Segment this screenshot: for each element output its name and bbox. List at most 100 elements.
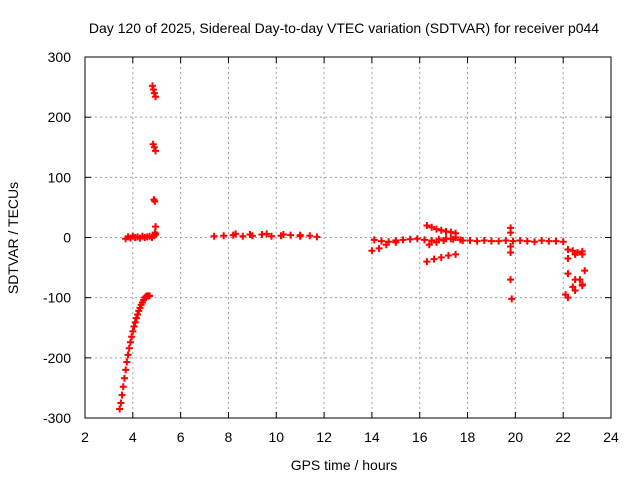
- data-point: [559, 238, 567, 246]
- data-point: [130, 323, 138, 331]
- data-point: [375, 244, 383, 252]
- data-point: [151, 197, 159, 205]
- data-point: [466, 237, 474, 245]
- data-point: [581, 267, 589, 275]
- data-point: [128, 333, 136, 341]
- data-point: [571, 276, 579, 284]
- data-point: [423, 258, 431, 266]
- data-point: [117, 399, 125, 407]
- data-point: [368, 247, 376, 255]
- y-tick-label: -300: [43, 410, 71, 426]
- data-point: [377, 237, 385, 245]
- data-point: [447, 235, 455, 243]
- data-point: [440, 237, 448, 245]
- y-axis-label: SDTVAR / TECUs: [5, 182, 21, 294]
- data-point: [120, 374, 128, 382]
- data-point: [116, 405, 124, 413]
- data-point: [480, 237, 488, 245]
- data-point: [152, 93, 160, 101]
- data-point: [530, 238, 538, 246]
- data-point: [562, 291, 570, 299]
- data-point: [263, 230, 271, 238]
- data-point: [432, 225, 440, 233]
- data-point: [459, 237, 467, 245]
- data-point: [246, 230, 254, 238]
- data-point: [507, 229, 515, 237]
- data-point: [425, 241, 433, 249]
- x-tick-label: 8: [225, 429, 233, 445]
- data-point: [444, 252, 452, 260]
- data-point: [124, 351, 132, 359]
- data-point: [118, 391, 126, 399]
- data-point: [126, 338, 134, 346]
- data-point: [538, 237, 546, 245]
- y-tick-label: 100: [48, 169, 72, 185]
- data-point: [502, 237, 510, 245]
- data-point: [296, 231, 304, 239]
- chart-title: Day 120 of 2025, Sidereal Day-to-day VTE…: [89, 20, 599, 36]
- data-point: [437, 253, 445, 261]
- data-point: [279, 230, 287, 238]
- data-points: [116, 82, 589, 413]
- data-point: [152, 223, 160, 231]
- data-point: [152, 147, 160, 155]
- data-point: [473, 237, 481, 245]
- data-point: [428, 237, 436, 245]
- data-point: [406, 235, 414, 243]
- data-point: [571, 250, 579, 258]
- x-tick-label: 4: [129, 429, 137, 445]
- data-point: [507, 276, 515, 284]
- data-point: [399, 236, 407, 244]
- data-point: [447, 228, 455, 236]
- data-point: [287, 231, 295, 239]
- data-point: [430, 255, 438, 263]
- data-point: [578, 247, 586, 255]
- data-point: [151, 229, 159, 237]
- data-point: [552, 237, 560, 245]
- y-tick-label: 0: [63, 230, 71, 246]
- x-tick-label: 6: [177, 429, 185, 445]
- x-tick-labels: 2 4 6 8 10 12 14 16 18 20 22 24: [81, 429, 619, 445]
- data-point: [437, 226, 445, 234]
- data-point: [569, 247, 577, 255]
- y-tick-label: 300: [48, 49, 72, 65]
- x-tick-label: 16: [412, 429, 428, 445]
- x-tick-label: 22: [555, 429, 571, 445]
- data-point: [150, 143, 158, 151]
- data-point: [392, 237, 400, 245]
- data-point: [432, 238, 440, 246]
- data-point: [232, 230, 240, 238]
- x-tick-label: 12: [316, 429, 332, 445]
- data-point: [210, 232, 218, 240]
- data-point: [313, 233, 321, 241]
- data-point: [146, 292, 154, 300]
- data-point: [421, 236, 429, 244]
- data-point: [125, 344, 133, 352]
- data-point: [452, 250, 460, 258]
- x-tick-label: 14: [364, 429, 380, 445]
- data-point: [452, 234, 460, 241]
- data-point: [134, 311, 142, 319]
- data-point: [385, 238, 393, 246]
- data-point: [507, 243, 515, 251]
- x-tick-label: 24: [603, 429, 619, 445]
- data-point: [423, 221, 431, 229]
- data-point: [545, 237, 553, 245]
- data-point: [131, 318, 139, 326]
- axis-ticks: [84, 56, 612, 419]
- data-point: [129, 327, 137, 335]
- data-point: [239, 232, 247, 240]
- grid-lines: [85, 57, 611, 418]
- plot-frame: [84, 56, 612, 419]
- data-point: [523, 237, 531, 245]
- y-tick-labels: -300 -200 -100 0 100 200 300: [43, 49, 71, 426]
- data-point: [564, 270, 572, 278]
- x-tick-label: 2: [81, 429, 89, 445]
- y-tick-label: -200: [43, 350, 71, 366]
- data-point: [413, 235, 421, 243]
- data-point: [507, 249, 515, 257]
- data-point: [516, 237, 524, 245]
- x-tick-label: 20: [508, 429, 524, 445]
- data-point: [569, 283, 577, 291]
